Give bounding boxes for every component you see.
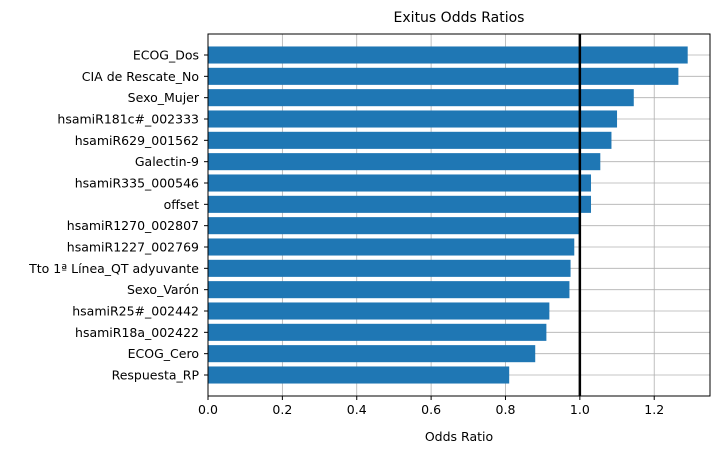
bar xyxy=(208,174,592,192)
bar xyxy=(208,153,601,171)
y-tick-label: Galectin-9 xyxy=(135,154,199,169)
y-tick-label: ECOG_Dos xyxy=(133,48,199,63)
bar xyxy=(208,366,510,384)
x-axis-ticks: 0.0 0.2 0.4 0.6 0.8 1.0 1.2 xyxy=(198,396,664,417)
x-tick-label: 0.4 xyxy=(347,402,367,417)
y-tick-label: ECOG_Cero xyxy=(128,346,199,361)
x-axis-label: Odds Ratio xyxy=(425,429,493,444)
bar xyxy=(208,345,536,363)
bar xyxy=(208,195,592,213)
x-tick-label: 0.8 xyxy=(496,402,516,417)
y-tick-label: Sexo_Varón xyxy=(127,282,199,297)
chart-title: Exitus Odds Ratios xyxy=(394,10,525,26)
bar xyxy=(208,217,580,235)
bar xyxy=(208,259,571,277)
bar xyxy=(208,89,634,107)
y-tick-label: CIA de Rescate_No xyxy=(82,69,199,84)
bar xyxy=(208,46,688,64)
y-tick-label: Respuesta_RP xyxy=(112,368,200,383)
bar xyxy=(208,302,550,320)
y-tick-label: hsamiR181c#_002333 xyxy=(57,112,199,127)
y-tick-label: hsamiR18a_002422 xyxy=(75,325,199,340)
y-tick-label: hsamiR1227_002769 xyxy=(67,240,199,255)
y-tick-label: hsamiR25#_002442 xyxy=(72,304,199,319)
x-tick-label: 0.6 xyxy=(421,402,441,417)
bar xyxy=(208,238,575,256)
y-tick-label: Sexo_Mujer xyxy=(128,90,200,105)
x-tick-label: 0.2 xyxy=(272,402,292,417)
y-tick-label: hsamiR1270_002807 xyxy=(67,218,199,233)
x-tick-label: 1.0 xyxy=(570,402,590,417)
plot-frame xyxy=(207,33,711,397)
y-tick-label: hsamiR335_000546 xyxy=(75,176,199,191)
y-tick-label: offset xyxy=(164,197,199,212)
y-tick-label: Tto 1ª Línea_QT adyuvante xyxy=(28,261,199,276)
bars xyxy=(208,46,688,384)
y-tick-label: hsamiR629_001562 xyxy=(75,133,199,148)
bar xyxy=(208,67,679,85)
y-axis-ticks: ECOG_Dos CIA de Rescate_No Sexo_Mujerhsami… xyxy=(28,48,208,383)
x-tick-label: 1.2 xyxy=(644,402,664,417)
bar xyxy=(208,281,570,299)
x-tick-label: 0.0 xyxy=(198,402,218,417)
bar xyxy=(208,323,547,341)
bar xyxy=(208,131,612,149)
bar xyxy=(208,110,618,128)
